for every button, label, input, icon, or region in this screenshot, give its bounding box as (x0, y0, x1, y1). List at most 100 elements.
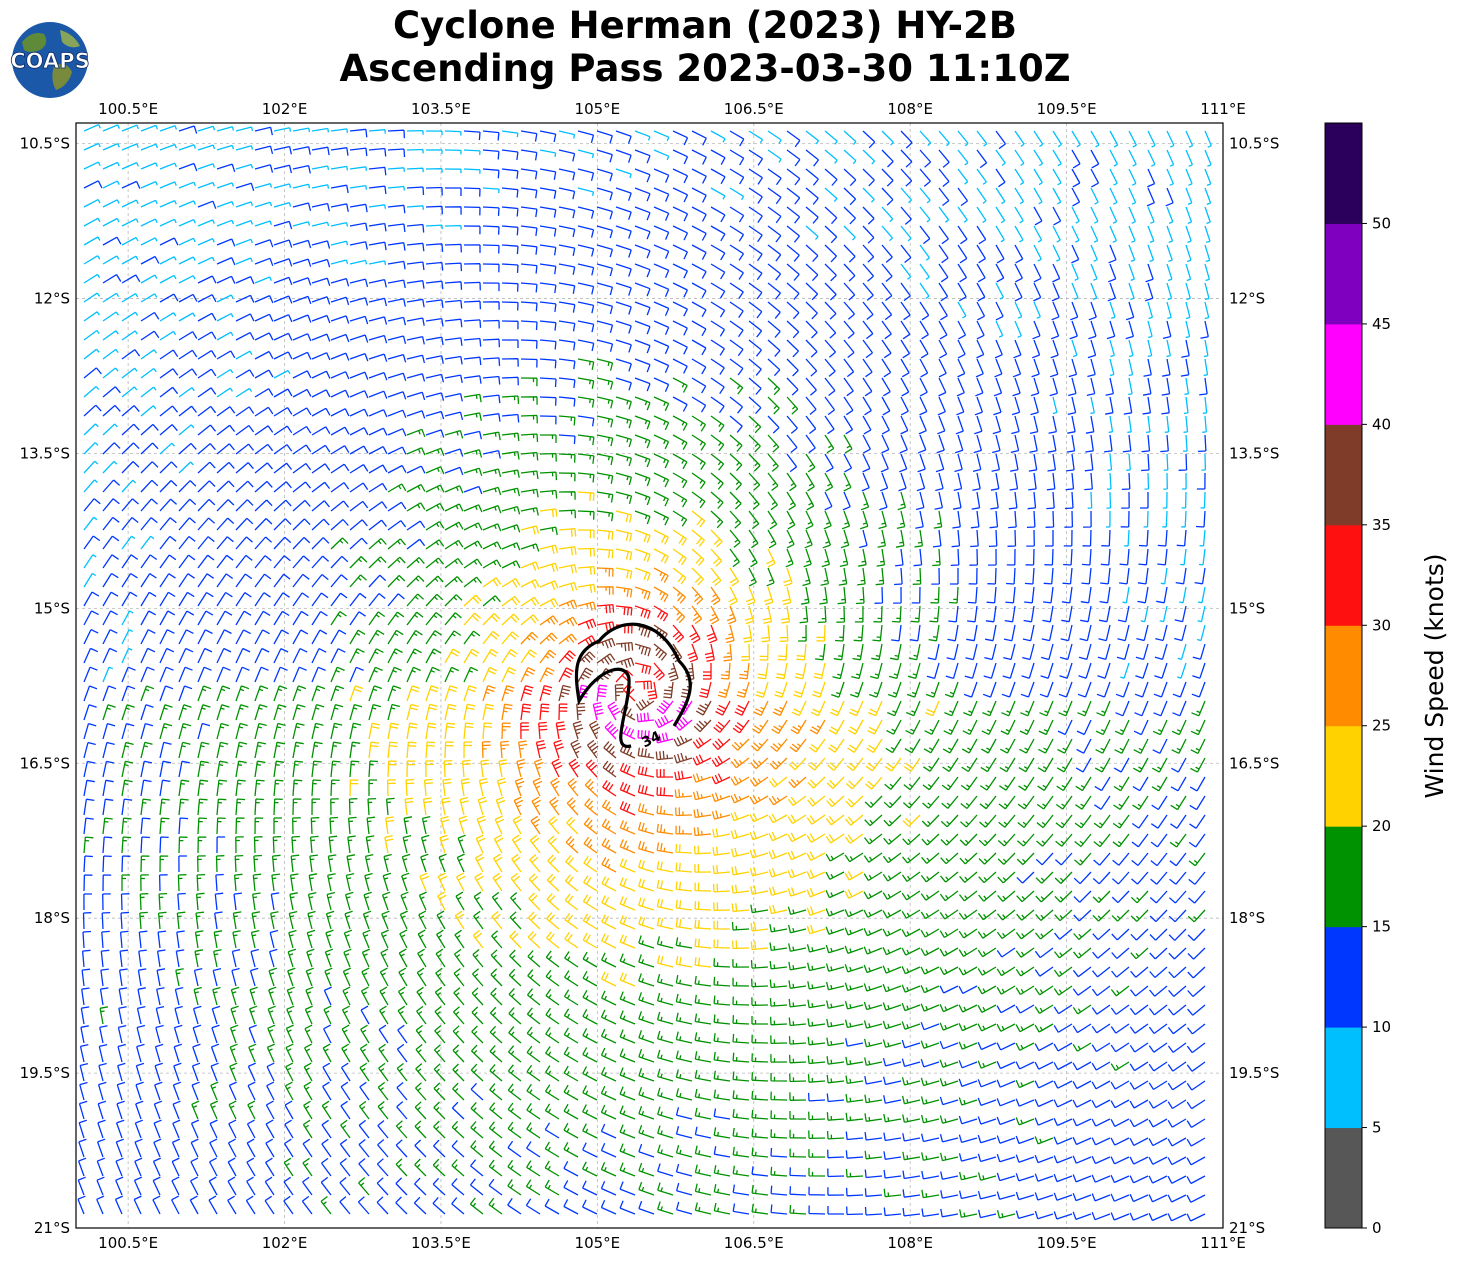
wind-barb (1038, 738, 1054, 754)
wind-barb (349, 666, 364, 683)
wind-barb (1204, 282, 1210, 301)
wind-barb (1021, 662, 1035, 679)
wind-barb (1075, 757, 1092, 773)
wind-barb (387, 223, 406, 233)
wind-barb (311, 240, 331, 249)
wind-barb (330, 703, 344, 721)
wind-barb (1095, 719, 1111, 736)
wind-barb (1050, 320, 1060, 340)
wind-barb (178, 442, 197, 455)
wind-barb (1052, 130, 1063, 148)
wind-barb (121, 629, 133, 645)
wind-barb (482, 130, 500, 141)
wind-barb (1188, 833, 1206, 848)
wind-barb (1031, 339, 1041, 359)
wind-barb (1042, 605, 1054, 623)
wind-barb (425, 186, 443, 196)
wind-barb (292, 164, 311, 174)
wind-barb (723, 643, 733, 662)
wind-barb (425, 243, 444, 252)
wind-barb (460, 778, 470, 797)
wind-barb (1088, 320, 1097, 340)
wind-barb (1085, 415, 1095, 434)
wind-barb (1000, 719, 1016, 735)
wind-barb (330, 666, 345, 683)
wind-barb (1188, 871, 1206, 885)
wind-barb (254, 126, 274, 136)
wind-barb (292, 388, 312, 398)
wind-barb (311, 352, 331, 361)
wind-barb (349, 685, 364, 702)
wind-barb (902, 795, 921, 809)
wind-barb (178, 666, 193, 683)
wind-barb (634, 605, 651, 619)
wind-barb (1127, 415, 1132, 434)
wind-barb (990, 472, 1000, 491)
wind-barb (767, 244, 782, 262)
wind-barb (1203, 339, 1209, 358)
lon-tick-label-top: 111°E (1200, 100, 1246, 118)
wind-barb (729, 320, 744, 338)
wind-barb (857, 567, 866, 586)
wind-barb (178, 349, 198, 360)
wind-barb (576, 702, 586, 721)
wind-barb (387, 648, 403, 664)
wind-barb (1039, 700, 1054, 717)
wind-barb (330, 648, 346, 664)
wind-barb (1181, 510, 1187, 528)
wind-barb (985, 605, 997, 623)
wind-barb (1096, 681, 1111, 698)
wind-barb (159, 480, 178, 493)
wind-barb (330, 315, 350, 324)
wind-barb (235, 741, 248, 759)
wind-barb (520, 339, 538, 349)
wind-barb (963, 681, 978, 698)
wind-barb (463, 225, 481, 235)
wind-barb (920, 909, 940, 920)
wind-barb (615, 282, 632, 296)
wind-barb (1100, 548, 1111, 566)
wind-barb (558, 130, 576, 139)
wind-barb (634, 415, 651, 430)
wind-barb (577, 684, 590, 702)
wind-barb (615, 301, 632, 315)
wind-barb (83, 142, 101, 151)
wind-barb (915, 510, 924, 529)
wind-barb (197, 144, 216, 151)
wind-barb (729, 358, 744, 376)
wind-barb (1014, 130, 1025, 147)
wind-barb (1033, 168, 1043, 186)
wind-barb (900, 168, 913, 187)
wind-barb (235, 536, 253, 550)
wind-barb (1033, 244, 1042, 262)
wind-barb (1189, 776, 1206, 792)
wind-barb (691, 453, 706, 470)
wind-barb (235, 163, 254, 170)
wind-barb (895, 529, 905, 548)
wind-barb (1185, 320, 1191, 339)
wind-barb (953, 472, 963, 492)
wind-barb (83, 760, 96, 778)
wind-barb (898, 453, 908, 473)
wind-barb (140, 855, 150, 873)
wind-barb (83, 591, 100, 607)
wind-barb (558, 527, 577, 537)
wind-barb (767, 529, 777, 549)
wind-barb (823, 510, 832, 530)
wind-barb (1050, 358, 1059, 378)
wind-barb (821, 548, 831, 568)
wind-barb (1120, 510, 1130, 528)
wind-barb (328, 835, 338, 854)
wind-barb (343, 929, 353, 949)
wind-barb (364, 872, 373, 892)
wind-barb (601, 914, 617, 930)
wind-barb (596, 168, 613, 182)
wind-barb (270, 892, 280, 911)
wind-barb (1188, 890, 1206, 904)
wind-barb (311, 722, 324, 740)
wind-barb (311, 444, 331, 455)
wind-barb (957, 339, 966, 359)
wind-barb (615, 641, 634, 652)
wind-barb (766, 567, 775, 587)
wind-barb (1192, 662, 1206, 679)
